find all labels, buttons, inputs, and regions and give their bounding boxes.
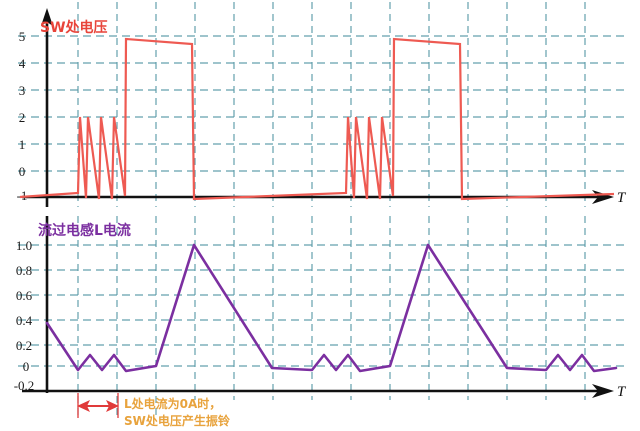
annotation-line-2: SW处电压产生振铃 (124, 413, 231, 428)
bottom-horizontal-gridlines (18, 244, 626, 367)
top-x-axis-label: T (617, 190, 627, 206)
bottom-chart-title: 流过电感L电流 (38, 222, 131, 239)
bottom-ytick-0: 0 (23, 359, 30, 374)
top-ytick-4: 4 (19, 56, 26, 71)
bottom-ytick-neg0p2: -0.2 (14, 378, 35, 393)
bottom-ytick-0p8: 0.8 (16, 263, 32, 278)
arrow-left-head (77, 400, 90, 412)
ringing-interval-marker (77, 393, 119, 418)
top-horizontal-gridlines (18, 35, 626, 172)
bottom-ytick-1p0: 1.0 (16, 238, 32, 253)
vertical-gridlines (77, 2, 586, 420)
annotation-line-1: L处电流为0A时， (124, 396, 221, 411)
inductor-current-trace (45, 243, 618, 373)
arrow-right-head (106, 400, 119, 412)
top-chart-axes (22, 8, 614, 207)
bottom-ytick-0p2: 0.2 (16, 338, 32, 353)
bottom-x-axis-label: T (617, 384, 627, 400)
top-ytick-5: 5 (19, 29, 26, 44)
top-ytick-0: 0 (19, 164, 26, 179)
bottom-y-tick-labels: 1.0 0.8 0.6 0.4 0.2 0 -0.2 (14, 238, 35, 393)
bottom-ytick-0p6: 0.6 (16, 288, 33, 303)
bottom-chart-axes (22, 216, 614, 398)
top-ytick-2: 2 (19, 110, 26, 125)
top-ytick-neg1: -1 (17, 188, 28, 203)
top-ytick-1: 1 (19, 137, 26, 152)
top-y-tick-labels: 5 4 3 2 1 0 -1 (17, 29, 28, 203)
sw-voltage-trace (19, 37, 615, 201)
top-ytick-3: 3 (19, 83, 26, 98)
top-chart-title: SW处电压 (40, 19, 108, 36)
bottom-ytick-0p4: 0.4 (16, 313, 33, 328)
